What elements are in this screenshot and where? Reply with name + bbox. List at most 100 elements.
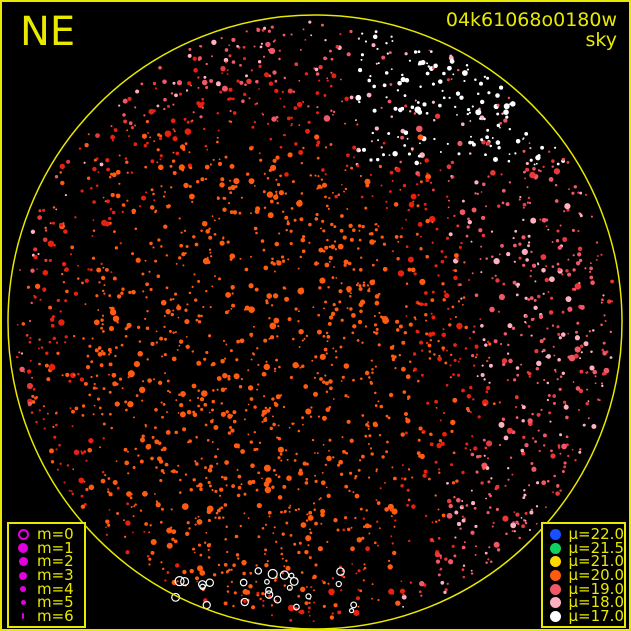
- star-marker: [358, 284, 362, 288]
- star-marker: [133, 416, 135, 419]
- star-marker: [298, 79, 301, 82]
- star-marker: [403, 130, 409, 135]
- star-marker: [494, 274, 497, 277]
- star-marker: [172, 171, 177, 175]
- star-marker: [324, 374, 327, 377]
- star-marker: [231, 484, 235, 488]
- star-marker: [20, 352, 24, 355]
- star-marker: [46, 377, 51, 382]
- star-marker: [433, 353, 436, 356]
- star-marker: [398, 354, 401, 357]
- star-marker: [352, 491, 355, 493]
- star-marker: [318, 286, 322, 290]
- star-marker: [200, 314, 203, 318]
- star-marker: [250, 69, 253, 72]
- star-marker: [360, 377, 363, 380]
- magnitude-symbol-icon: [22, 613, 24, 620]
- star-marker: [528, 375, 531, 378]
- star-marker: [281, 259, 286, 263]
- star-marker: [590, 262, 592, 265]
- star-marker: [294, 142, 298, 146]
- star-marker: [270, 335, 275, 340]
- star-marker: [270, 199, 274, 204]
- star-marker: [450, 419, 456, 425]
- star-marker: [314, 174, 317, 177]
- star-marker: [36, 268, 39, 270]
- star-marker: [218, 217, 221, 220]
- star-marker: [322, 581, 326, 585]
- star-marker: [60, 180, 65, 186]
- star-marker: [267, 568, 278, 580]
- star-marker: [515, 293, 519, 297]
- star-marker: [525, 258, 529, 262]
- star-marker: [425, 319, 428, 322]
- star-marker: [469, 449, 472, 451]
- star-marker: [474, 554, 477, 556]
- star-marker: [328, 438, 332, 442]
- star-marker: [393, 202, 399, 207]
- star-marker: [356, 123, 359, 126]
- star-marker: [270, 164, 277, 171]
- star-marker: [204, 541, 207, 544]
- star-marker: [362, 284, 366, 287]
- star-marker: [466, 394, 472, 399]
- star-marker: [369, 239, 375, 245]
- star-marker: [527, 244, 530, 248]
- star-marker: [488, 546, 491, 549]
- star-marker: [387, 416, 391, 420]
- star-marker: [417, 63, 421, 66]
- star-marker: [150, 539, 157, 545]
- star-marker: [419, 85, 422, 88]
- star-marker: [220, 571, 224, 574]
- star-marker: [563, 404, 569, 410]
- star-marker: [527, 234, 531, 238]
- star-marker: [96, 267, 102, 273]
- star-marker: [553, 168, 561, 175]
- star-marker: [218, 158, 221, 161]
- star-marker: [145, 282, 150, 287]
- star-marker: [18, 351, 21, 354]
- star-marker: [437, 274, 440, 277]
- star-marker: [101, 314, 105, 317]
- star-marker: [197, 404, 201, 408]
- star-marker: [279, 174, 282, 178]
- star-marker: [416, 101, 420, 104]
- star-marker: [287, 258, 290, 261]
- star-marker: [156, 148, 160, 152]
- star-marker: [318, 498, 321, 501]
- star-marker: [161, 300, 167, 306]
- star-marker: [323, 115, 331, 122]
- star-marker: [470, 135, 472, 138]
- star-marker: [320, 522, 323, 525]
- star-marker: [377, 225, 380, 228]
- star-marker: [298, 470, 304, 476]
- star-marker: [369, 75, 372, 78]
- star-marker: [496, 103, 500, 107]
- star-marker: [251, 125, 255, 129]
- star-marker: [542, 292, 545, 295]
- star-marker: [484, 343, 488, 347]
- star-marker: [42, 208, 46, 212]
- star-marker: [95, 374, 99, 377]
- star-marker: [314, 474, 316, 477]
- star-marker: [112, 276, 117, 281]
- star-marker: [55, 423, 58, 427]
- star-marker: [448, 199, 450, 202]
- star-marker: [523, 489, 526, 492]
- star-marker: [100, 326, 103, 330]
- star-marker: [604, 320, 607, 322]
- star-marker: [68, 489, 71, 492]
- star-marker: [484, 446, 488, 450]
- star-marker: [236, 79, 240, 83]
- star-marker: [319, 353, 326, 360]
- star-marker: [372, 108, 377, 113]
- star-marker: [322, 182, 327, 188]
- star-marker: [568, 188, 570, 191]
- star-marker: [208, 248, 212, 251]
- star-marker: [162, 79, 167, 84]
- star-marker: [576, 321, 580, 325]
- star-marker: [226, 571, 229, 574]
- star-marker: [70, 490, 73, 493]
- star-marker: [258, 441, 262, 444]
- star-marker: [550, 449, 553, 453]
